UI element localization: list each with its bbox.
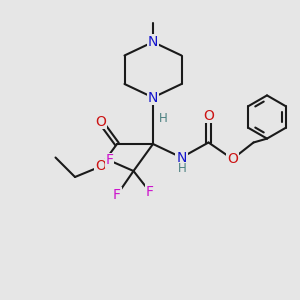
Text: H: H (159, 112, 168, 125)
Text: H: H (178, 162, 187, 176)
Text: N: N (148, 91, 158, 104)
Text: O: O (95, 115, 106, 128)
Text: F: F (113, 188, 121, 202)
Text: N: N (176, 151, 187, 164)
Text: O: O (227, 152, 238, 166)
Text: F: F (106, 154, 113, 167)
Text: O: O (203, 109, 214, 122)
Text: N: N (148, 35, 158, 49)
Text: O: O (95, 160, 106, 173)
Text: F: F (146, 185, 154, 199)
